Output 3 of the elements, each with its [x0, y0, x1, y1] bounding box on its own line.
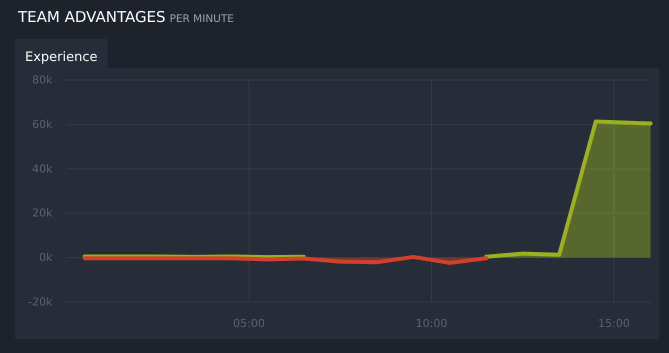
chart-subtitle: PER MINUTE — [170, 13, 234, 25]
chart-title: TEAM ADVANTAGES — [17, 8, 166, 26]
text: Experience — [25, 50, 98, 65]
